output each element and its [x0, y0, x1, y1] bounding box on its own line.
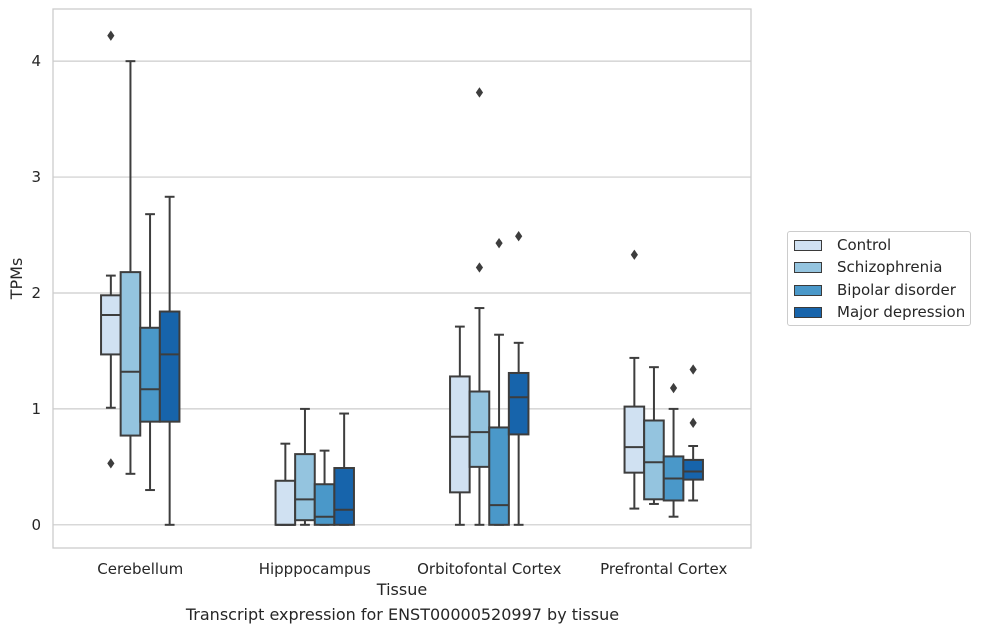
box-major-depression-prefrontal-cortex-outlier-1 — [689, 417, 697, 428]
box-control-cerebellum-iqr — [100, 294, 122, 356]
y-tick-label-0: 0 — [31, 516, 41, 534]
box-schizophrenia-prefrontal-cortex-iqr — [643, 419, 665, 501]
box-schizophrenia-orbitofontal-cortex-outlier-0 — [475, 87, 484, 98]
box-bipolar-disorder-cerebellum — [139, 213, 161, 492]
legend-item-major-depression: Major depression — [794, 301, 965, 323]
box-major-depression-orbitofontal-cortex-iqr — [507, 371, 530, 436]
box-schizophrenia-orbitofontal-cortex-iqr — [468, 390, 491, 468]
box-bipolar-disorder-orbitofontal-cortex-outlier-0 — [495, 237, 503, 249]
box-major-depression-hipppocampus — [333, 412, 355, 526]
y-tick-label-4: 4 — [31, 52, 41, 70]
box-major-depression-cerebellum — [158, 195, 181, 526]
box-bipolar-disorder-orbitofontal-cortex — [488, 237, 510, 526]
box-major-depression-prefrontal-cortex-outlier-0 — [689, 364, 697, 375]
x-tick-label-prefrontal-cortex: Prefrontal Cortex — [600, 560, 727, 578]
legend-swatch-major-depression — [794, 306, 822, 318]
box-major-depression-prefrontal-cortex-iqr — [682, 458, 704, 481]
box-control-prefrontal-cortex-outlier-0 — [630, 249, 638, 260]
box-bipolar-disorder-hipppocampus-iqr — [313, 483, 336, 526]
legend-label-major-depression: Major depression — [837, 303, 966, 321]
box-major-depression-orbitofontal-cortex-outlier-0 — [515, 231, 523, 242]
box-control-orbitofontal-cortex — [449, 325, 471, 526]
box-control-prefrontal-cortex-iqr — [623, 405, 646, 474]
y-tick-label-1: 1 — [31, 400, 41, 418]
legend-label-schizophrenia: Schizophrenia — [837, 258, 943, 276]
y-tick-label-2: 2 — [31, 284, 41, 302]
legend-item-bipolar-disorder: Bipolar disorder — [794, 279, 956, 301]
box-control-orbitofontal-cortex-iqr — [449, 375, 471, 494]
y-axis-label: TPMs — [7, 258, 26, 301]
box-control-cerebellum — [100, 30, 122, 469]
legend: Control Schizophrenia Bipolar disorder M… — [787, 231, 971, 326]
legend-label-control: Control — [837, 236, 892, 254]
box-bipolar-disorder-prefrontal-cortex-outlier-0 — [669, 382, 678, 394]
legend-swatch-schizophrenia — [794, 261, 822, 273]
legend-item-control: Control — [794, 234, 891, 256]
box-major-depression-cerebellum-iqr — [158, 310, 181, 423]
legend-swatch-control — [794, 239, 822, 251]
box-schizophrenia-hipppocampus-iqr — [294, 453, 316, 522]
box-schizophrenia-orbitofontal-cortex — [468, 87, 491, 526]
box-major-depression-orbitofontal-cortex — [507, 231, 530, 526]
box-bipolar-disorder-prefrontal-cortex — [662, 382, 685, 518]
x-axis-label: Tissue — [376, 580, 427, 599]
plot-frame — [52, 8, 752, 549]
box-schizophrenia-cerebellum — [119, 60, 142, 475]
box-control-prefrontal-cortex — [623, 249, 646, 510]
legend-swatch-bipolar-disorder — [794, 284, 822, 296]
box-schizophrenia-hipppocampus — [294, 407, 316, 526]
box-control-hipppocampus-iqr — [274, 479, 297, 526]
y-tick-label-3: 3 — [31, 168, 41, 186]
box-major-depression-hipppocampus-iqr — [333, 467, 355, 526]
legend-label-bipolar-disorder: Bipolar disorder — [837, 281, 956, 299]
box-control-cerebellum-outlier-1 — [107, 458, 115, 469]
x-tick-label-orbitofontal-cortex: Orbitofontal Cortex — [417, 560, 561, 578]
chart-caption: Transcript expression for ENST0000052099… — [185, 605, 620, 624]
x-tick-label-cerebellum: Cerebellum — [97, 560, 183, 578]
x-tick-label-hipppocampus: Hipppocampus — [259, 560, 371, 578]
box-schizophrenia-prefrontal-cortex — [643, 366, 665, 505]
box-major-depression-prefrontal-cortex — [682, 364, 704, 502]
legend-item-schizophrenia: Schizophrenia — [794, 256, 942, 278]
box-control-cerebellum-outlier-0 — [107, 30, 115, 41]
box-bipolar-disorder-orbitofontal-cortex-iqr — [488, 426, 510, 526]
box-schizophrenia-cerebellum-iqr — [119, 271, 142, 437]
box-bipolar-disorder-cerebellum-iqr — [139, 326, 161, 423]
box-bipolar-disorder-hipppocampus — [313, 449, 336, 526]
box-schizophrenia-orbitofontal-cortex-outlier-1 — [475, 262, 484, 273]
box-control-hipppocampus — [274, 442, 297, 526]
